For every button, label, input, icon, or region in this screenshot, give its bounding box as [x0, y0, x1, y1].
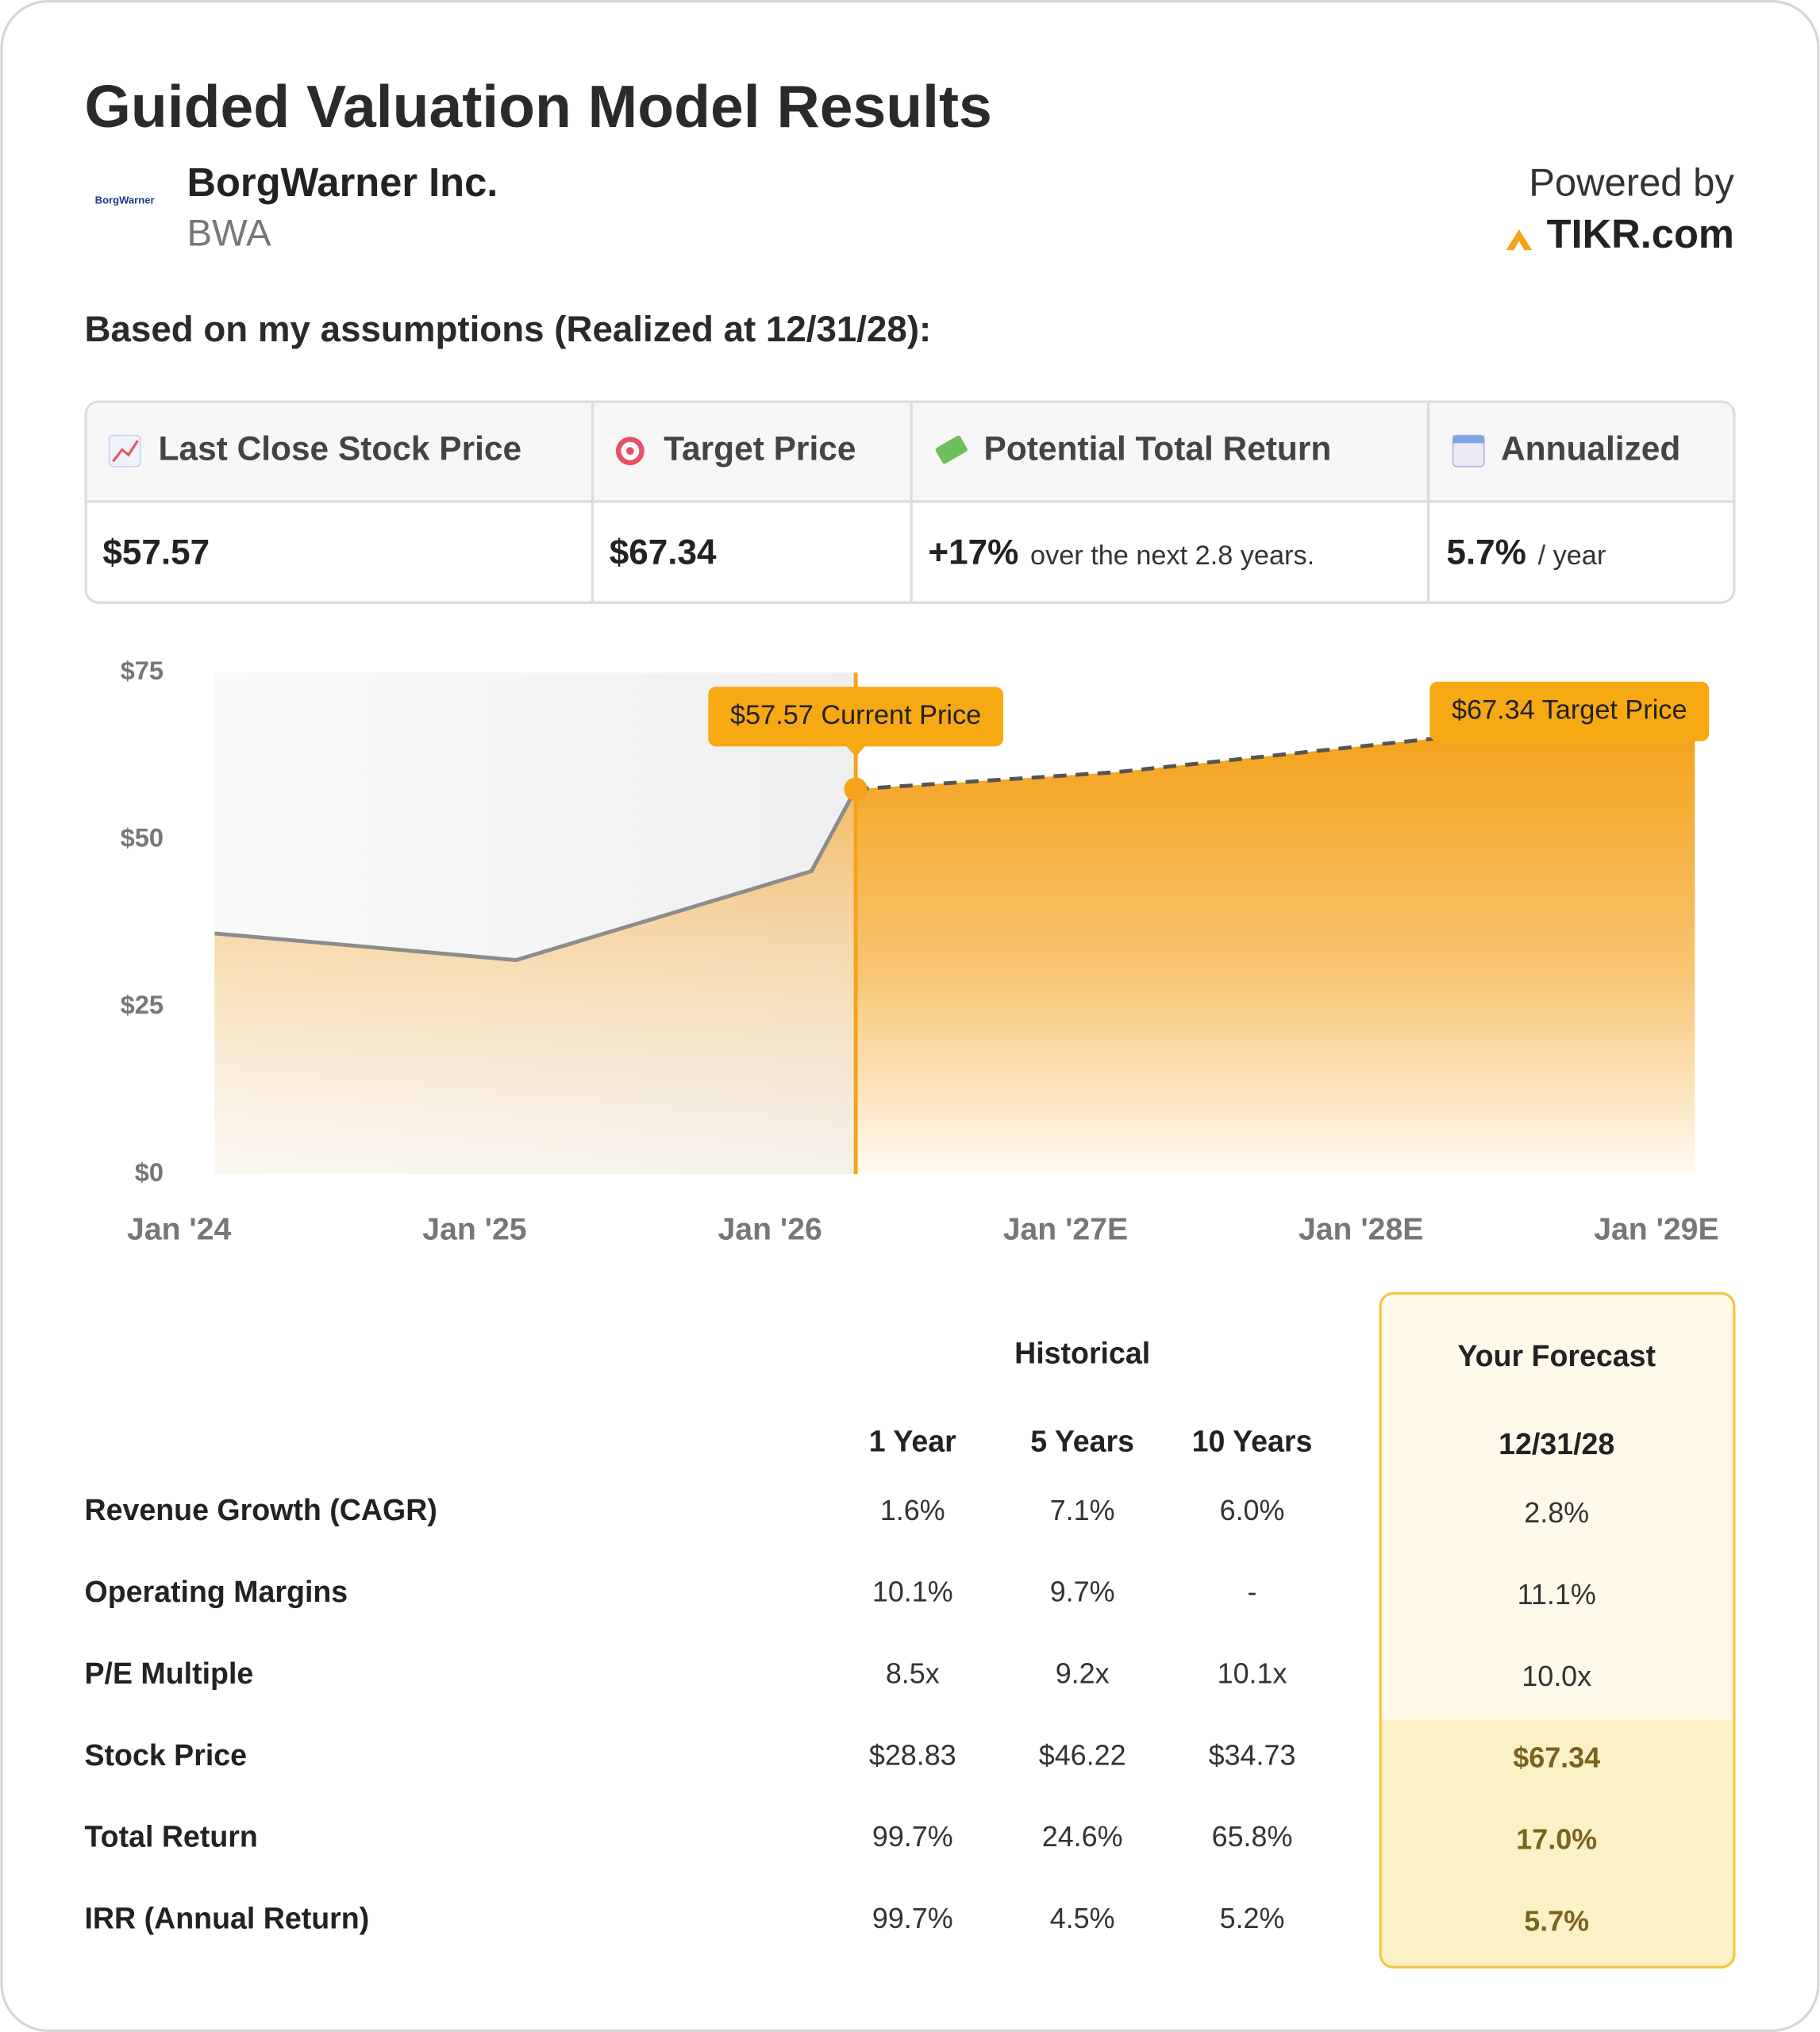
- callout-box: [1429, 681, 1710, 741]
- x-tick-label: Jan '26: [718, 1212, 822, 1246]
- summary-note: over the next 2.8 years.: [1030, 541, 1314, 571]
- powered-by: Powered by: [1529, 161, 1734, 204]
- historical-cell: 99.7%: [872, 1820, 953, 1853]
- forecast-cell: 11.1%: [1518, 1578, 1596, 1611]
- historical-cell: 99.7%: [872, 1902, 953, 1934]
- forecast-cell: 10.0x: [1522, 1660, 1591, 1692]
- forecast-cell: 5.7%: [1524, 1904, 1589, 1937]
- x-tick-label: Jan '27E: [1003, 1212, 1128, 1246]
- historical-header: Historical: [1014, 1337, 1150, 1370]
- callout-text: $67.34 Target Price: [1452, 695, 1687, 725]
- summary-header: Annualized: [1501, 429, 1680, 467]
- historical-cell: 9.7%: [1050, 1576, 1115, 1608]
- summary-note: / year: [1538, 541, 1606, 571]
- column-header: 5 Years: [1030, 1425, 1134, 1458]
- summary-card: [84, 400, 1736, 604]
- summary-header: Target Price: [664, 429, 856, 467]
- brand: TIKR.com: [1547, 211, 1734, 256]
- historical-cell: 10.1x: [1218, 1657, 1287, 1690]
- y-tick-label: $75: [121, 656, 164, 685]
- summary-header: Last Close Stock Price: [159, 429, 522, 467]
- row-label: IRR (Annual Return): [85, 1902, 370, 1935]
- summary-value: +17%: [928, 533, 1018, 572]
- x-tick-label: Jan '28E: [1299, 1212, 1423, 1246]
- row-label: P/E Multiple: [85, 1657, 254, 1690]
- y-tick-label: $50: [121, 823, 164, 852]
- company-name: BorgWarner Inc.: [187, 160, 498, 205]
- callout-pointer: [845, 745, 867, 757]
- historical-cell: 9.2x: [1056, 1657, 1110, 1690]
- historical-cell: 5.2%: [1220, 1902, 1285, 1934]
- historical-cell: 24.6%: [1042, 1820, 1123, 1853]
- ticker: BWA: [187, 213, 271, 255]
- subtitle: Based on my assumptions (Realized at 12/…: [85, 309, 932, 349]
- callout-text: $57.57 Current Price: [730, 700, 981, 730]
- y-tick-label: $25: [121, 990, 164, 1019]
- forecast-cell: $67.34: [1513, 1741, 1600, 1774]
- icon-money: [935, 435, 968, 464]
- historical-cell: 10.1%: [872, 1576, 953, 1608]
- row-label: Stock Price: [85, 1738, 248, 1772]
- history-area: [214, 789, 856, 1175]
- x-tick-label: Jan '25: [422, 1212, 526, 1246]
- historical-cell: $28.83: [869, 1738, 956, 1771]
- row-label: Revenue Growth (CAGR): [85, 1493, 437, 1526]
- icon-target: [615, 437, 645, 466]
- historical-cell: 1.6%: [880, 1494, 945, 1526]
- icon-chart: [108, 434, 141, 468]
- history-line: [214, 788, 858, 963]
- tikr-logo: [1506, 229, 1533, 251]
- x-tick-label: Jan '29E: [1594, 1212, 1718, 1246]
- forecast-cell: 17.0%: [1516, 1822, 1597, 1855]
- y-tick-label: $0: [135, 1157, 164, 1187]
- historical-cell: 7.1%: [1050, 1494, 1115, 1526]
- forecast-panel: [1379, 1291, 1736, 1968]
- row-label: Total Return: [85, 1820, 258, 1853]
- column-header: 12/31/28: [1499, 1427, 1614, 1460]
- row-label: Operating Margins: [85, 1575, 348, 1608]
- historical-cell: $34.73: [1209, 1738, 1296, 1771]
- historical-cell: -: [1248, 1576, 1257, 1608]
- price-chart: $0 $25 $50 $75 Jan '24 Jan '25 Jan '26 Jan '27E…: [121, 656, 1719, 1246]
- x-tick-label: Jan '24: [127, 1212, 231, 1246]
- current-point: [844, 777, 868, 801]
- summary-value: $67.34: [610, 533, 717, 572]
- callout: $57.57 Current Price: [708, 687, 1003, 757]
- summary-value: $57.57: [102, 533, 210, 572]
- icon-calendar: [1452, 434, 1485, 468]
- historical-cell: 4.5%: [1050, 1902, 1115, 1934]
- historical-cell: 65.8%: [1212, 1820, 1293, 1853]
- logo: BorgWarner: [95, 194, 155, 206]
- callout-box: [708, 687, 1003, 747]
- summary-value: 5.7%: [1446, 533, 1526, 572]
- title: Guided Valuation Model Results: [85, 73, 992, 140]
- callout: $67.34 Target Price: [1429, 681, 1710, 741]
- forecast-area: [856, 723, 1695, 1175]
- summary-header: Potential Total Return: [984, 429, 1332, 467]
- summary-content: Last Close Stock Price Target Price Potent…: [102, 429, 1680, 572]
- historical-cell: 6.0%: [1220, 1494, 1285, 1526]
- forecast-cell: 2.8%: [1524, 1496, 1589, 1529]
- historical-cell: $46.22: [1039, 1738, 1126, 1771]
- column-header: 1 Year: [869, 1425, 956, 1458]
- historical-cell: 8.5x: [886, 1657, 940, 1690]
- metrics-table: Historical Your Forecast 1 Year 5 Years 10 Y…: [85, 1337, 1656, 1938]
- forecast-header: Your Forecast: [1457, 1339, 1656, 1372]
- column-header: 10 Years: [1192, 1425, 1313, 1458]
